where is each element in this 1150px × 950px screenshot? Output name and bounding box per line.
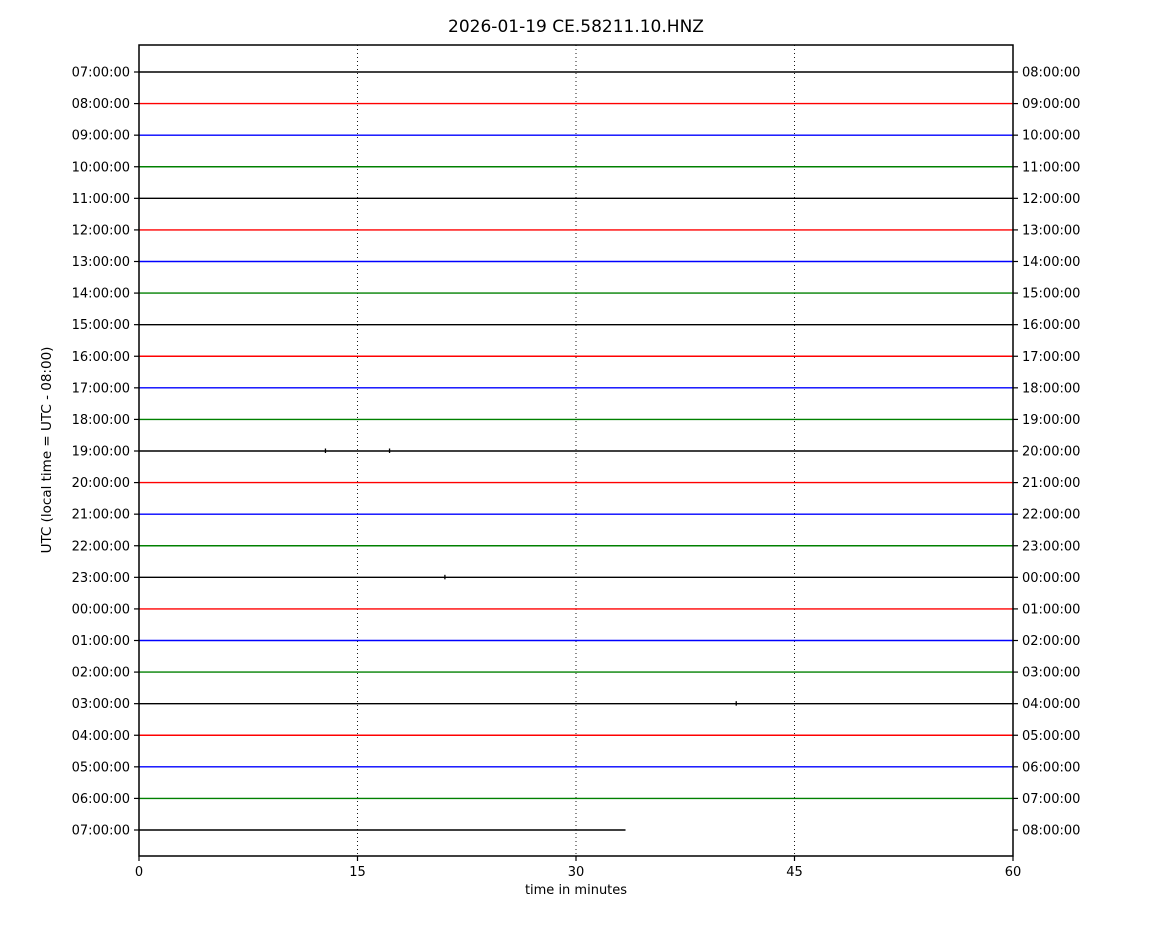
local-time-label: 06:00:00 <box>1022 760 1080 775</box>
x-axis-label: time in minutes <box>524 883 628 898</box>
utc-time-label: 16:00:00 <box>72 350 130 365</box>
local-time-label: 08:00:00 <box>1022 824 1080 839</box>
x-tick-label: 0 <box>135 865 143 880</box>
utc-time-label: 05:00:00 <box>72 760 130 775</box>
utc-time-label: 02:00:00 <box>72 666 130 681</box>
local-time-label: 02:00:00 <box>1022 634 1080 649</box>
utc-time-label: 08:00:00 <box>72 97 130 112</box>
x-tick-label: 30 <box>568 865 585 880</box>
local-time-label: 07:00:00 <box>1022 792 1080 807</box>
x-tick-label: 60 <box>1005 865 1022 880</box>
local-time-label: 12:00:00 <box>1022 192 1080 207</box>
local-time-label: 04:00:00 <box>1022 697 1080 712</box>
utc-time-label: 09:00:00 <box>72 129 130 144</box>
local-time-label: 01:00:00 <box>1022 602 1080 617</box>
utc-time-label: 04:00:00 <box>72 729 130 744</box>
local-time-label: 05:00:00 <box>1022 729 1080 744</box>
local-time-label: 11:00:00 <box>1022 160 1080 175</box>
local-time-label: 20:00:00 <box>1022 445 1080 460</box>
utc-time-label: 01:00:00 <box>72 634 130 649</box>
local-time-label: 23:00:00 <box>1022 539 1080 554</box>
utc-time-label: 13:00:00 <box>72 255 130 270</box>
local-time-label: 21:00:00 <box>1022 476 1080 491</box>
utc-time-label: 06:00:00 <box>72 792 130 807</box>
utc-time-label: 11:00:00 <box>72 192 130 207</box>
utc-time-label: 12:00:00 <box>72 223 130 238</box>
utc-time-label: 22:00:00 <box>72 539 130 554</box>
utc-time-label: 18:00:00 <box>72 413 130 428</box>
local-time-label: 14:00:00 <box>1022 255 1080 270</box>
local-time-label: 15:00:00 <box>1022 287 1080 302</box>
utc-time-label: 00:00:00 <box>72 602 130 617</box>
utc-time-label: 03:00:00 <box>72 697 130 712</box>
utc-time-label: 07:00:00 <box>72 824 130 839</box>
utc-time-label: 21:00:00 <box>72 508 130 523</box>
utc-time-label: 14:00:00 <box>72 287 130 302</box>
local-time-label: 19:00:00 <box>1022 413 1080 428</box>
local-time-label: 10:00:00 <box>1022 129 1080 144</box>
x-tick-label: 15 <box>349 865 366 880</box>
local-time-label: 08:00:00 <box>1022 66 1080 81</box>
local-time-label: 09:00:00 <box>1022 97 1080 112</box>
local-time-label: 22:00:00 <box>1022 508 1080 523</box>
local-time-label: 13:00:00 <box>1022 223 1080 238</box>
local-time-label: 18:00:00 <box>1022 381 1080 396</box>
utc-time-label: 19:00:00 <box>72 445 130 460</box>
local-time-label: 17:00:00 <box>1022 350 1080 365</box>
local-time-label: 00:00:00 <box>1022 571 1080 586</box>
utc-time-label: 10:00:00 <box>72 160 130 175</box>
local-time-label: 16:00:00 <box>1022 318 1080 333</box>
utc-time-label: 23:00:00 <box>72 571 130 586</box>
x-tick-label: 45 <box>786 865 803 880</box>
utc-time-label: 20:00:00 <box>72 476 130 491</box>
chart-title: 2026-01-19 CE.58211.10.HNZ <box>448 17 704 37</box>
utc-time-label: 15:00:00 <box>72 318 130 333</box>
utc-time-label: 17:00:00 <box>72 381 130 396</box>
local-time-label: 03:00:00 <box>1022 666 1080 681</box>
utc-time-label: 07:00:00 <box>72 66 130 81</box>
